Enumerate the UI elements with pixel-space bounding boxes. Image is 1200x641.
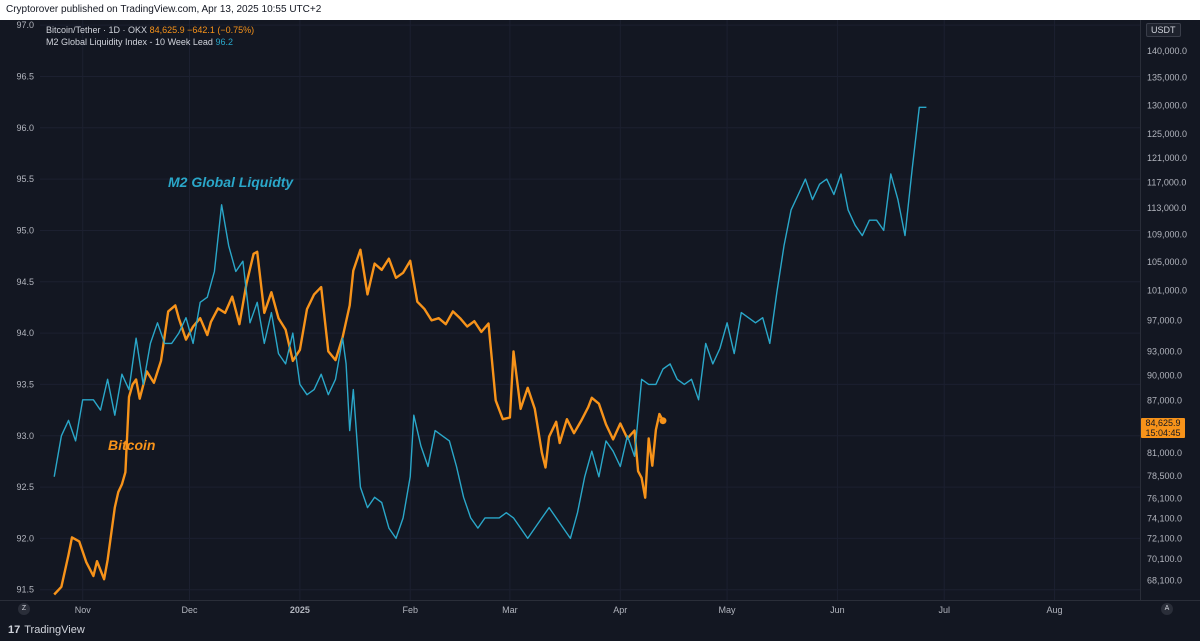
tradingview-logo-text: TradingView — [24, 624, 85, 636]
tradingview-logo-mark: 17 — [8, 624, 21, 636]
last-price-tag: 84,625.9 15:04:45 — [1141, 418, 1185, 438]
publish-info: Cryptorover published on TradingView.com… — [6, 4, 322, 15]
time-axis[interactable] — [0, 600, 1200, 620]
left-price-axis[interactable] — [0, 20, 40, 600]
footer-bar: 17 TradingView — [0, 620, 1200, 641]
tradingview-logo[interactable]: 17 TradingView — [8, 624, 85, 636]
annotation-bitcoin: Bitcoin — [108, 437, 156, 453]
annotation-m2: M2 Global Liquidty — [168, 174, 294, 190]
last-price-value: 84,625.9 — [1145, 418, 1181, 428]
currency-unit-badge[interactable]: USDT — [1146, 23, 1181, 37]
chart-svg — [40, 20, 1140, 600]
legend-bitcoin-change: −642.1 (−0.75%) — [187, 25, 255, 35]
publish-header: Cryptorover published on TradingView.com… — [0, 0, 1200, 20]
legend-bitcoin-label: Bitcoin/Tether · 1D · OKX — [46, 25, 148, 35]
legend-row-bitcoin[interactable]: Bitcoin/Tether · 1D · OKX 84,625.9 −642.… — [46, 24, 254, 36]
zoom-button[interactable]: Z — [18, 603, 30, 615]
chart-plot-area[interactable] — [40, 20, 1140, 600]
bar-countdown: 15:04:45 — [1145, 428, 1181, 438]
chart-legend: Bitcoin/Tether · 1D · OKX 84,625.9 −642.… — [46, 24, 254, 48]
legend-row-m2[interactable]: M2 Global Liquidity Index - 10 Week Lead… — [46, 36, 254, 48]
bitcoin-last-point — [659, 417, 667, 425]
series-line-m2 — [53, 106, 927, 540]
legend-bitcoin-price: 84,625.9 — [149, 25, 185, 35]
legend-m2-value: 96.2 — [215, 37, 233, 47]
auto-scale-button[interactable]: A — [1161, 603, 1173, 615]
legend-m2-label: M2 Global Liquidity Index - 10 Week Lead — [46, 37, 213, 47]
series-line-bitcoin — [53, 248, 665, 596]
right-price-axis[interactable] — [1140, 20, 1200, 600]
